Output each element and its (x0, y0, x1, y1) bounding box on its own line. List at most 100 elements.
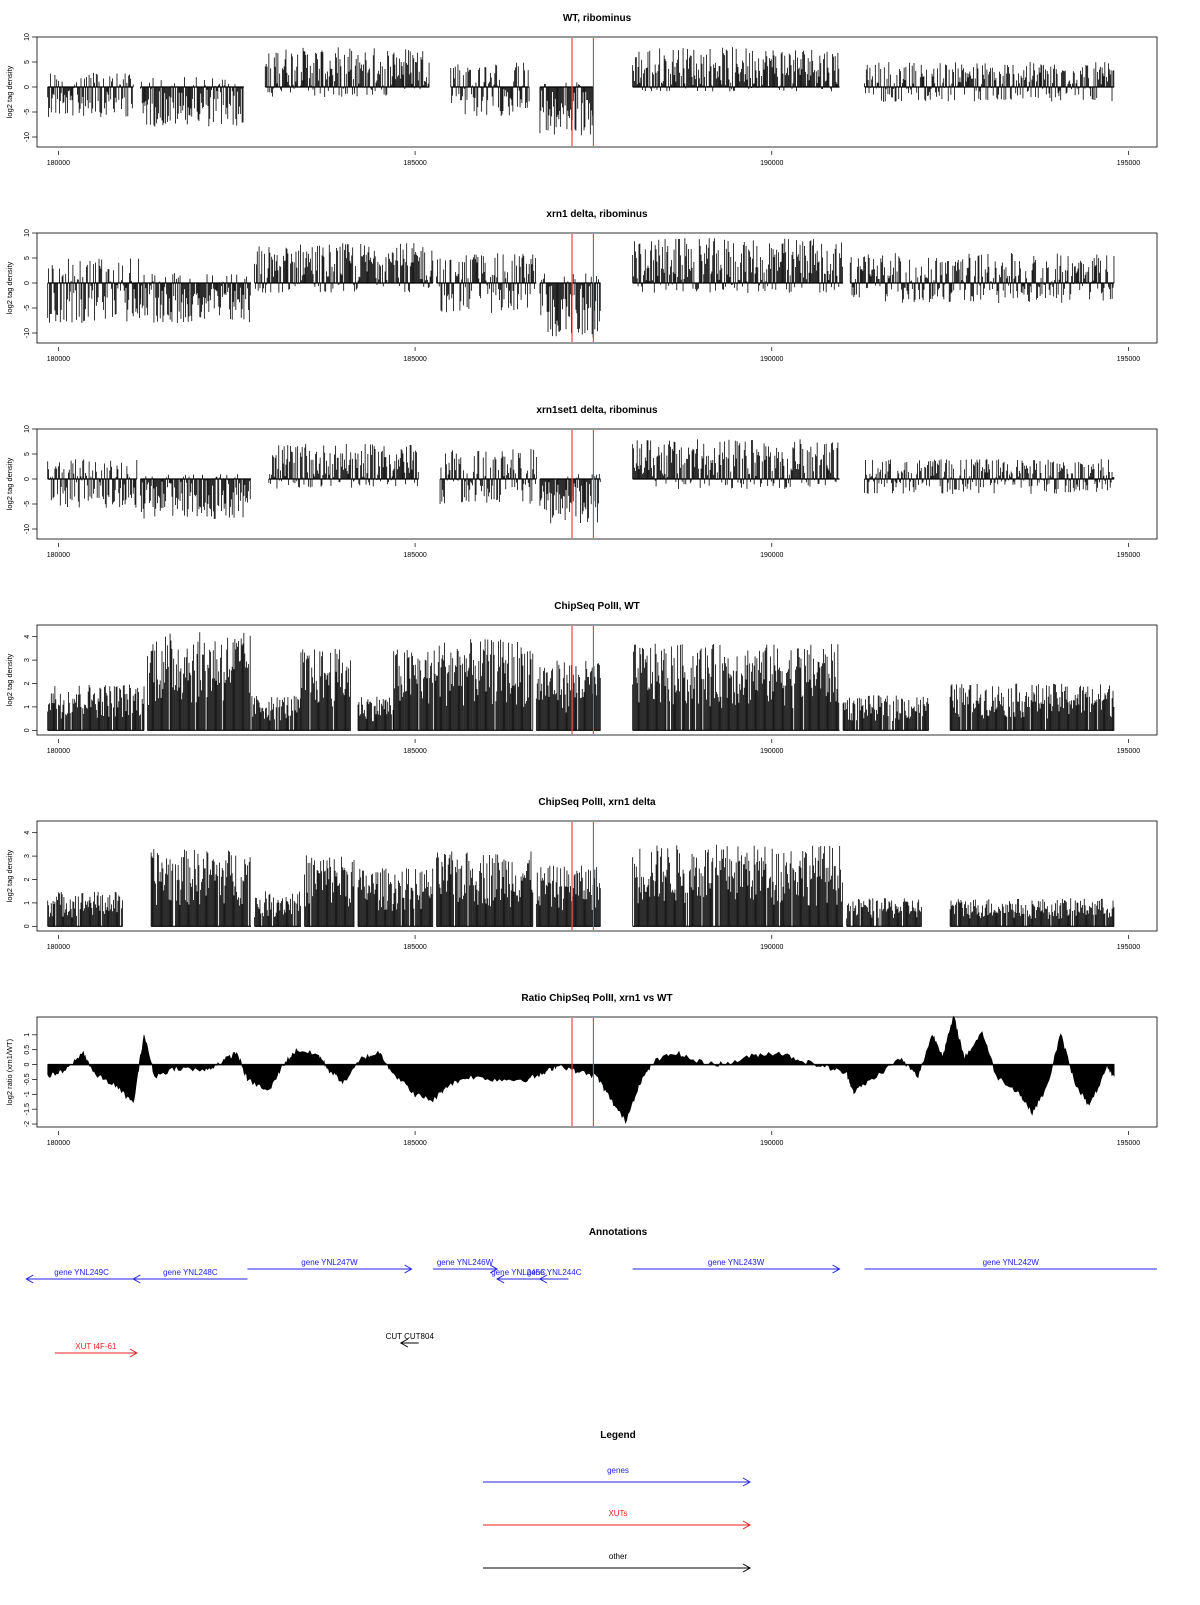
x-tick-label: 195000 (1117, 160, 1140, 167)
data-segment (850, 253, 1114, 303)
data-segment (633, 238, 843, 293)
chart-panel-2: xrn1 delta, ribominus 10 5 0 -5 -10 log2 tag d… (5, 209, 1157, 363)
x-tick-label: 195000 (1117, 748, 1140, 755)
data-segment (633, 439, 840, 489)
y-tick-label: 0 (24, 728, 31, 732)
y-axis-label: log2 tag density (5, 261, 14, 314)
x-tick-label: 185000 (403, 356, 426, 363)
y-axis-label: log2 tag density (5, 65, 14, 118)
data-segment (436, 851, 532, 926)
data-segment (843, 695, 929, 730)
y-tick-label: 2 (24, 681, 31, 685)
data-segment (48, 892, 123, 926)
data-segment (358, 697, 394, 731)
y-tick-label: 2 (24, 877, 31, 881)
x-tick-label: 190000 (760, 160, 783, 167)
y-tick-label: -5 (24, 501, 31, 507)
data-segment (358, 868, 433, 926)
data-segment (48, 73, 134, 117)
data-segment (540, 274, 601, 338)
y-tick-label: 5 (24, 60, 31, 64)
y-tick-label: -5 (24, 305, 31, 311)
x-tick-label: 180000 (47, 356, 70, 363)
y-axis-label: log2 tag density (5, 653, 14, 706)
x-tick-label: 185000 (403, 552, 426, 559)
x-tick-label: 195000 (1117, 356, 1140, 363)
data-segment (394, 650, 437, 731)
x-tick-label: 195000 (1117, 552, 1140, 559)
data-segment (436, 639, 532, 730)
x-tick-label: 185000 (403, 748, 426, 755)
y-tick-label: 10 (24, 33, 31, 41)
y-axis-label: log2 tag density (5, 849, 14, 902)
data-segment (451, 63, 529, 116)
x-tick-label: 180000 (47, 552, 70, 559)
data-segment (305, 855, 355, 926)
y-tick-label: 5 (24, 256, 31, 260)
chart-title: ChipSeq PolII, WT (554, 601, 640, 612)
y-tick-label: 3 (24, 658, 31, 662)
x-tick-label: 190000 (760, 748, 783, 755)
y-tick-label: 5 (24, 452, 31, 456)
data-segment (950, 684, 1114, 731)
x-tick-label: 180000 (47, 944, 70, 951)
x-tick-label: 185000 (403, 160, 426, 167)
y-tick-label: 4 (24, 831, 31, 835)
data-segment (536, 661, 600, 731)
y-tick-label: 0 (24, 281, 31, 285)
data-segment (633, 644, 840, 731)
chart-panel-5: ChipSeq PolII, xrn1 delta 4 3 2 1 0 log2 tag d… (5, 797, 1157, 951)
x-tick-label: 180000 (47, 748, 70, 755)
x-tick-label: 190000 (760, 552, 783, 559)
plot-frame (37, 37, 1157, 147)
data-segment (865, 459, 1115, 494)
data-segment (301, 649, 351, 730)
y-axis-label: log2 tag density (5, 457, 14, 510)
data-segment (140, 273, 251, 323)
y-tick-label: -10 (24, 524, 31, 534)
data-segment (440, 449, 536, 504)
y-tick-label: 10 (24, 229, 31, 237)
data-segment (865, 62, 1115, 102)
y-tick-label: 0 (24, 477, 31, 481)
x-tick-label: 180000 (47, 160, 70, 167)
y-tick-label: 1 (24, 901, 31, 905)
y-tick-label: -10 (24, 132, 31, 142)
data-segment (140, 77, 243, 127)
x-tick-label: 195000 (1117, 944, 1140, 951)
chart-panel-4: ChipSeq PolII, WT 4 3 2 1 0 log2 tag density 18… (5, 601, 1157, 755)
data-segment (540, 82, 594, 135)
chart-panel-3: xrn1set1 delta, ribominus 10 5 0 -5 -10 log2 t… (5, 405, 1157, 559)
y-tick-label: 4 (24, 635, 31, 639)
data-segment (140, 474, 251, 519)
x-tick-label: 185000 (403, 944, 426, 951)
data-segment (251, 696, 301, 730)
data-segment (269, 444, 419, 488)
y-tick-label: -10 (24, 328, 31, 338)
data-segment (48, 685, 144, 731)
y-tick-label: 0 (24, 924, 31, 928)
chart-title: xrn1set1 delta, ribominus (536, 405, 658, 416)
data-segment (633, 47, 840, 91)
data-segment (48, 459, 137, 507)
x-tick-label: 190000 (760, 944, 783, 951)
data-segment (540, 474, 601, 523)
data-segment (265, 47, 429, 97)
data-segment (148, 632, 251, 730)
data-segment (151, 849, 251, 926)
y-tick-label: 10 (24, 425, 31, 433)
y-tick-label: 3 (24, 854, 31, 858)
data-segment (48, 258, 141, 323)
chart-title: xrn1 delta, ribominus (546, 209, 648, 220)
data-segment (255, 243, 433, 293)
y-tick-label: 1 (24, 705, 31, 709)
y-tick-label: -5 (24, 109, 31, 115)
data-segment (436, 253, 536, 313)
x-tick-label: 190000 (760, 356, 783, 363)
chart-title: ChipSeq PolII, xrn1 delta (538, 797, 656, 808)
y-tick-label: 0 (24, 85, 31, 89)
data-segment (255, 891, 301, 926)
